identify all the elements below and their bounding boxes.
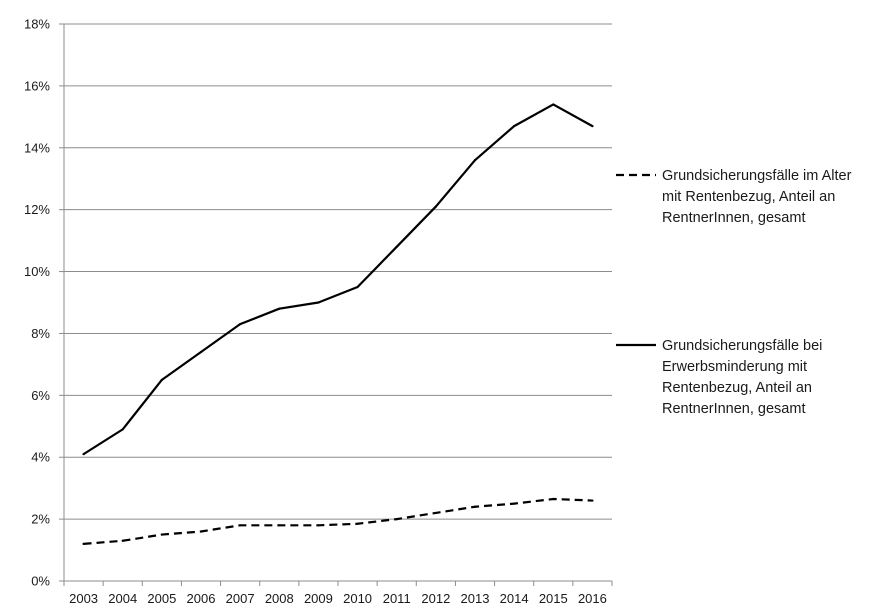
- y-tick-label: 0%: [31, 574, 50, 589]
- legend-label-alter: Grundsicherungsfälle im Alter: [662, 168, 852, 184]
- y-tick-label: 16%: [24, 78, 50, 93]
- data-point-erwerbsminderung: [82, 453, 85, 456]
- data-point-erwerbsminderung: [395, 245, 398, 248]
- y-tick-labels: 0% 2% 4% 6% 8% 10% 12% 14% 16% 18%: [24, 17, 50, 589]
- data-point-alter: [473, 505, 477, 508]
- legend-label-alter: mit Rentenbezug, Anteil an: [662, 189, 835, 205]
- data-point-erwerbsminderung: [239, 323, 242, 326]
- data-point-alter: [356, 522, 359, 525]
- legend-label-erwerbsminderung: RentnerInnen, gesamt: [662, 401, 805, 417]
- data-point-alter: [278, 524, 281, 527]
- axes: [59, 23, 613, 586]
- data-point-alter: [317, 524, 320, 527]
- y-tick-label: 12%: [24, 202, 50, 217]
- legend: Grundsicherungsfälle im Alter mit Rentenb…: [616, 168, 852, 417]
- x-tick-label: 2015: [539, 591, 568, 606]
- legend-label-erwerbsminderung: Grundsicherungsfälle bei: [662, 338, 822, 354]
- y-tick-label: 6%: [31, 388, 50, 403]
- data-point-erwerbsminderung: [356, 285, 359, 289]
- x-tick-label: 2010: [343, 591, 372, 606]
- data-point-alter: [434, 511, 437, 515]
- x-tick-label: 2003: [69, 591, 98, 606]
- y-tick-label: 4%: [31, 450, 50, 465]
- x-tick-label: 2013: [461, 591, 490, 606]
- legend-label-erwerbsminderung: Rentenbezug, Anteil an: [662, 380, 812, 396]
- data-point-erwerbsminderung: [552, 103, 555, 106]
- x-tick-label: 2008: [265, 591, 294, 606]
- series-line-alter: [83, 497, 593, 545]
- x-tick-label: 2006: [187, 591, 216, 606]
- x-tick-label: 2005: [147, 591, 176, 606]
- data-point-alter: [395, 518, 398, 521]
- series-line-erwerbsminderung: [82, 103, 593, 456]
- data-point-erwerbsminderung: [199, 350, 203, 354]
- data-point-alter: [591, 499, 594, 502]
- data-point-erwerbsminderung: [121, 428, 124, 431]
- x-tick-label: 2007: [226, 591, 255, 606]
- y-tick-label: 18%: [24, 17, 50, 32]
- data-point-erwerbsminderung: [473, 159, 477, 162]
- x-tick-label: 2014: [500, 591, 529, 606]
- data-point-alter: [199, 530, 203, 533]
- data-point-alter: [552, 497, 555, 501]
- data-point-erwerbsminderung: [278, 307, 281, 310]
- y-tick-label: 8%: [31, 326, 50, 341]
- data-point-alter: [160, 533, 163, 536]
- x-tick-label: 2004: [108, 591, 137, 606]
- x-tick-labels: 2003 2004 2005 2006 2007 2008 2009 2010 2011 2012…: [69, 591, 607, 606]
- y-tick-label: 10%: [24, 264, 50, 279]
- gridlines: [64, 23, 612, 520]
- data-point-erwerbsminderung: [160, 378, 163, 381]
- data-point-alter: [121, 539, 124, 542]
- series-lines: [82, 103, 594, 545]
- y-tick-label: 14%: [24, 140, 50, 155]
- data-point-alter: [82, 542, 85, 545]
- legend-label-alter: RentnerInnen, gesamt: [662, 210, 805, 226]
- y-tick-label: 2%: [31, 512, 50, 527]
- legend-label-erwerbsminderung: Erwerbsminderung mit: [662, 359, 807, 375]
- data-point-alter: [513, 502, 516, 505]
- x-tick-label: 2011: [383, 591, 411, 606]
- x-tick-label: 2009: [304, 591, 333, 606]
- data-point-erwerbsminderung: [434, 205, 437, 208]
- data-point-erwerbsminderung: [317, 301, 320, 304]
- data-point-erwerbsminderung: [513, 125, 516, 128]
- x-tick-label: 2012: [421, 591, 450, 606]
- data-point-alter: [239, 524, 242, 527]
- data-point-erwerbsminderung: [591, 125, 594, 128]
- x-tick-label: 2016: [578, 591, 607, 606]
